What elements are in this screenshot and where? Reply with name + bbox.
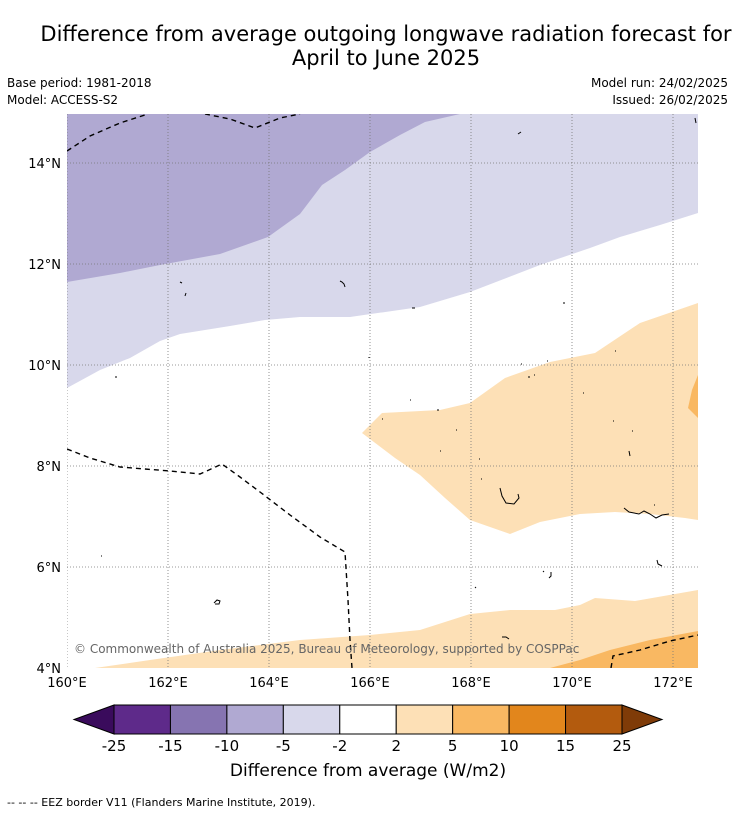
- colorbar-tick-label: 2: [391, 737, 401, 755]
- lat-label-6: 6°N: [37, 561, 62, 576]
- colorbar-extend-high: [622, 705, 662, 734]
- colorbar-segment: [453, 705, 509, 734]
- colorbar-tick-label: -2: [332, 737, 347, 755]
- colorbar-tick-label: -10: [215, 737, 240, 755]
- colorbar-tick-label: 15: [556, 737, 575, 755]
- lon-label-170: 170°E: [552, 676, 592, 691]
- colorbar-tick-label: -15: [158, 737, 183, 755]
- colorbar-tick-label: 10: [500, 737, 519, 755]
- map-plot-area: © Commonwealth of Australia 2025, Bureau…: [67, 114, 698, 668]
- lat-label-10: 10°N: [28, 359, 61, 374]
- colorbar: -25 -15 -10 -5 -2 2 5 10 15 25: [74, 705, 662, 755]
- colorbar-segment: [227, 705, 283, 734]
- colorbar-segment: [509, 705, 565, 734]
- colorbar-tick-label: -5: [276, 737, 291, 755]
- eez-legend-footnote: -- -- -- EEZ border V11 (Flanders Marine…: [7, 796, 315, 809]
- colorbar-tick-label: 25: [612, 737, 631, 755]
- colorbar-segment: [170, 705, 226, 734]
- lat-label-8: 8°N: [37, 460, 62, 475]
- lon-label-164: 164°E: [249, 676, 289, 691]
- colorbar-extend-low: [74, 705, 114, 734]
- lon-label-162: 162°E: [148, 676, 188, 691]
- colorbar-segment: [283, 705, 339, 734]
- lat-label-4: 4°N: [37, 662, 62, 677]
- lon-label-166: 166°E: [350, 676, 390, 691]
- lon-label-172: 172°E: [653, 676, 693, 691]
- colorbar-tick-label: -25: [102, 737, 127, 755]
- colorbar-segment: [114, 705, 170, 734]
- island: [475, 587, 476, 588]
- map-figure: © Commonwealth of Australia 2025, Bureau…: [0, 0, 736, 816]
- lon-axis: 160°E 162°E 164°E 166°E 168°E 170°E 172°…: [47, 676, 693, 691]
- lat-axis: 14°N 12°N 10°N 8°N 6°N 4°N: [28, 157, 61, 677]
- lat-label-14: 14°N: [28, 157, 61, 172]
- lon-label-160: 160°E: [47, 676, 87, 691]
- colorbar-segment: [340, 705, 396, 734]
- colorbar-label: Difference from average (W/m2): [0, 761, 736, 781]
- lon-label-168: 168°E: [451, 676, 491, 691]
- copyright-notice: © Commonwealth of Australia 2025, Bureau…: [74, 642, 579, 656]
- colorbar-tick-label: 5: [448, 737, 458, 755]
- colorbar-segment: [566, 705, 622, 734]
- colorbar-segment: [396, 705, 452, 734]
- lat-label-12: 12°N: [28, 258, 61, 273]
